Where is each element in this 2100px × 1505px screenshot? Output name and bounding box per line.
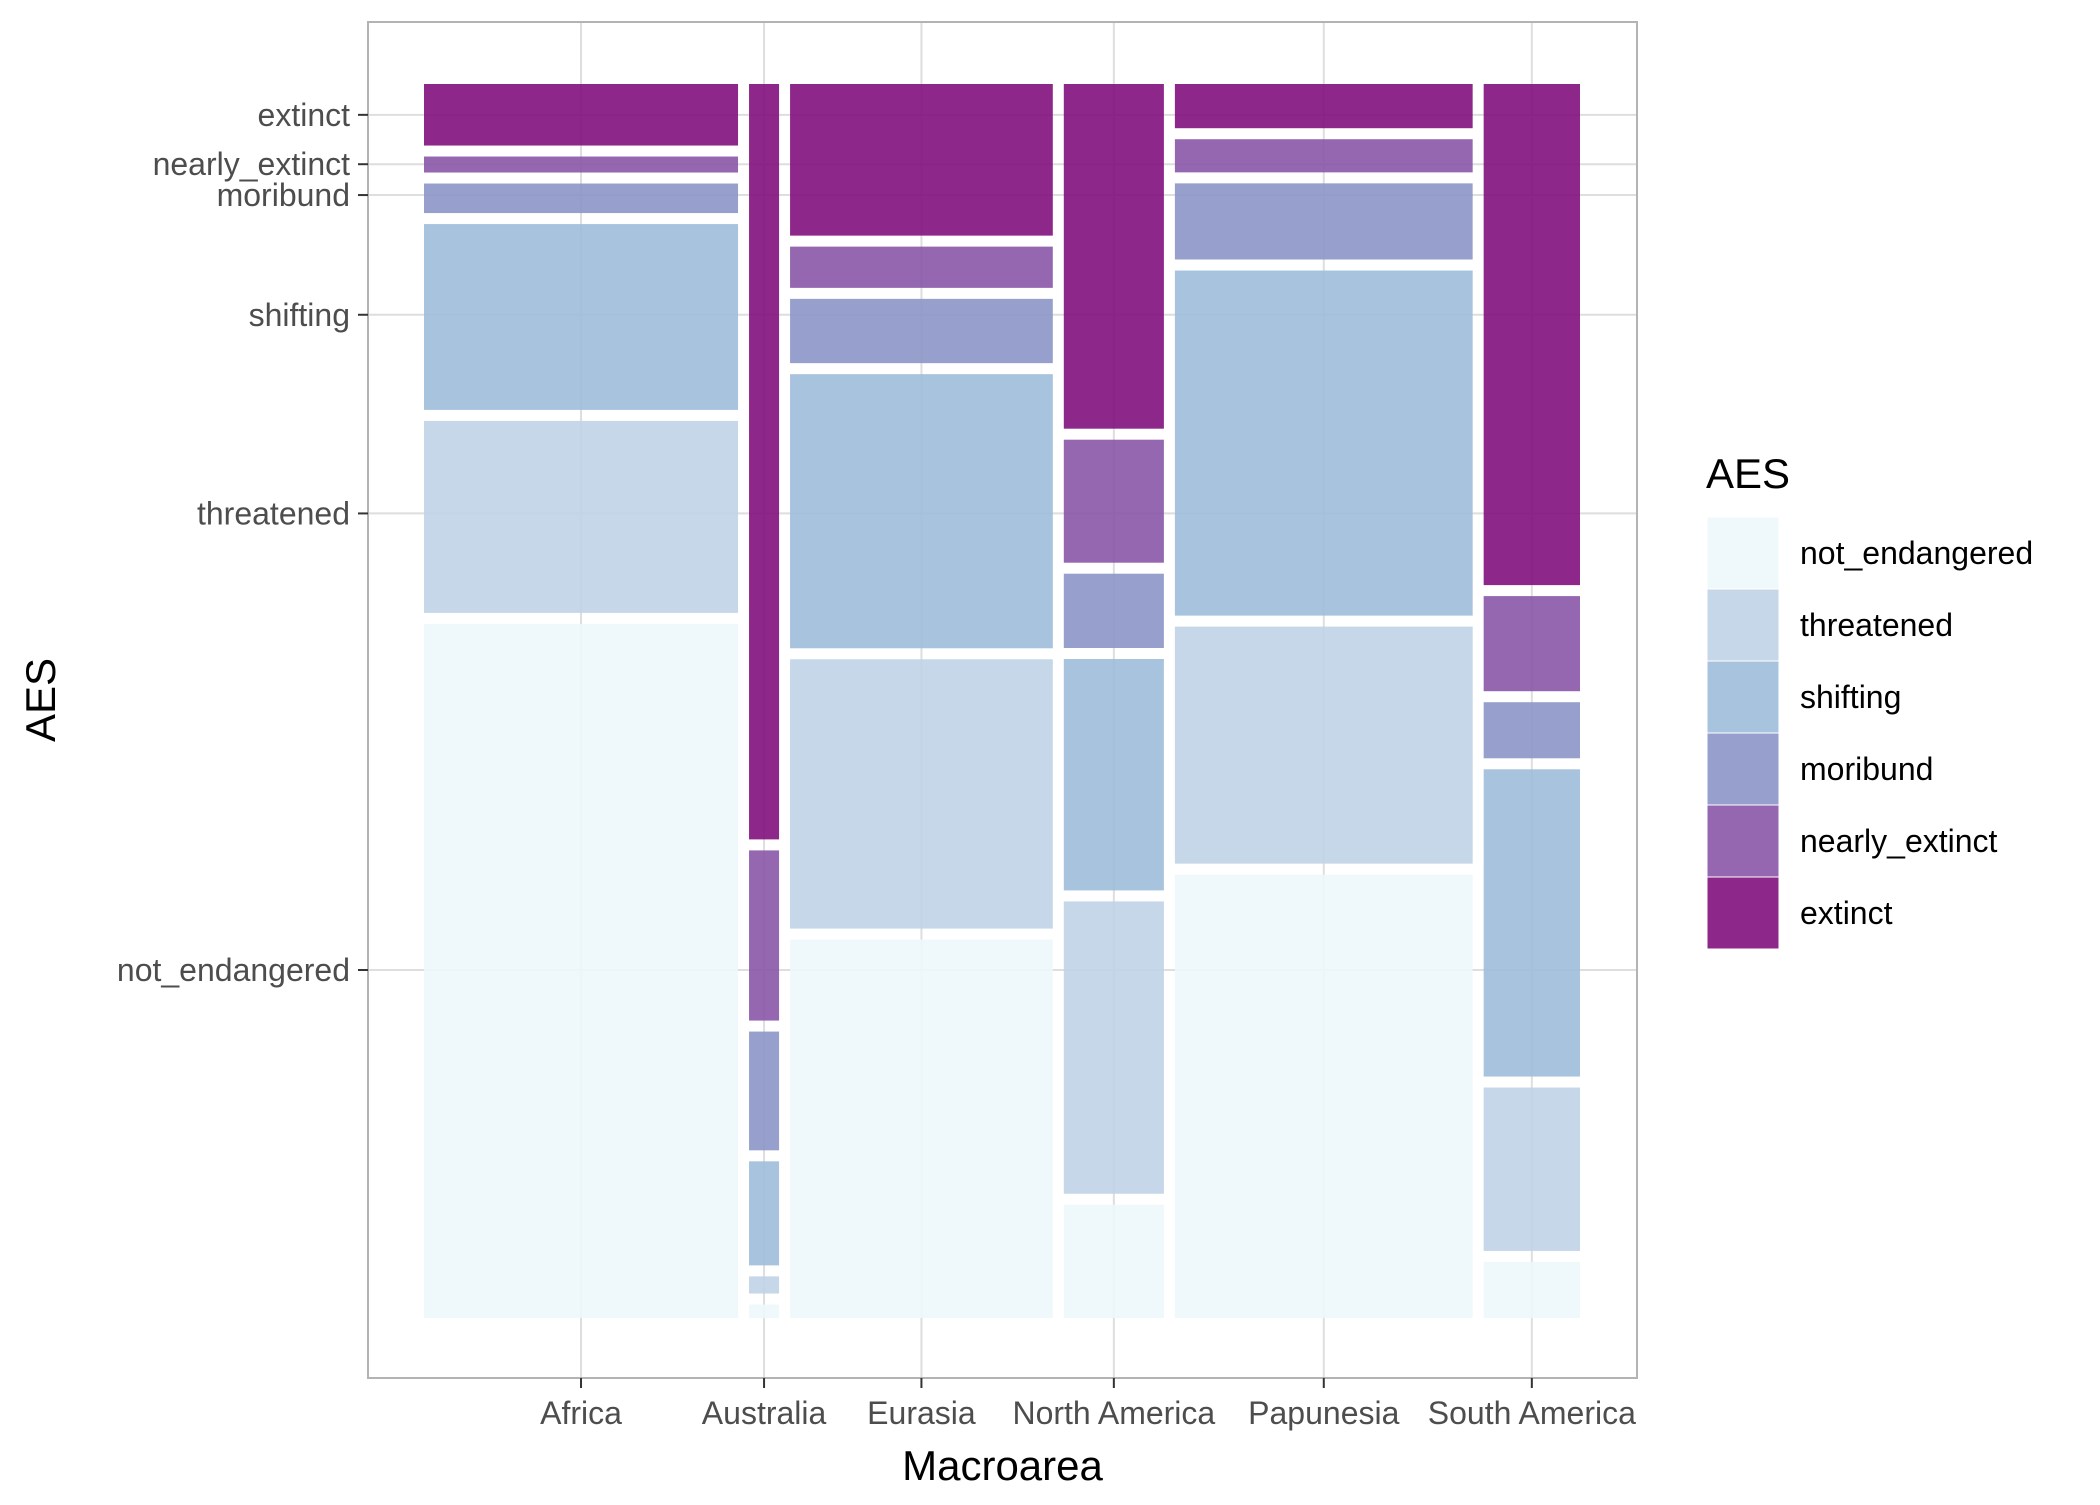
tile-africa-threatened	[424, 420, 739, 613]
mosaic-tiles	[424, 84, 1580, 1318]
tile-africa-not-endangered	[424, 623, 739, 1318]
tile-north-america-nearly-extinct	[1063, 439, 1164, 563]
x-tick-label: Africa	[540, 1395, 622, 1431]
tile-eurasia-not-endangered	[790, 939, 1053, 1318]
tile-eurasia-threatened	[790, 659, 1053, 929]
legend-label: moribund	[1800, 751, 1933, 787]
legend-label: not_endangered	[1800, 535, 2033, 571]
tile-north-america-shifting	[1063, 658, 1164, 891]
panel-border	[367, 21, 1638, 1379]
y-tick-label: nearly_extinct	[153, 146, 351, 182]
tile-south-america-nearly-extinct	[1483, 596, 1580, 692]
tile-africa-extinct	[424, 84, 739, 146]
x-tick-label: Eurasia	[867, 1395, 976, 1431]
y-axis-title: AES	[17, 658, 64, 742]
tile-africa-nearly-extinct	[424, 156, 739, 173]
tile-australia-extinct	[749, 84, 780, 840]
tile-north-america-moribund	[1063, 573, 1164, 648]
tile-australia-shifting	[749, 1161, 780, 1266]
tile-north-america-extinct	[1063, 84, 1164, 429]
tile-south-america-not-endangered	[1483, 1261, 1580, 1318]
tile-papunesia-moribund	[1174, 183, 1473, 260]
tile-africa-shifting	[424, 224, 739, 410]
legend-key-extinct	[1706, 876, 1780, 950]
legend: AES not_endangered threatened shifting mori…	[1706, 450, 2033, 950]
tile-north-america-not-endangered	[1063, 1204, 1164, 1318]
y-tick-label: shifting	[249, 297, 350, 333]
legend-label: shifting	[1800, 679, 1901, 715]
y-tick-label: not_endangered	[117, 952, 350, 988]
legend-key-shifting	[1706, 660, 1780, 734]
y-axis: not_endangered threatened shifting moribund…	[117, 97, 368, 988]
tile-australia-nearly-extinct	[749, 850, 780, 1021]
tile-papunesia-extinct	[1174, 84, 1473, 129]
legend-key-not-endangered	[1706, 516, 1780, 590]
tile-eurasia-nearly-extinct	[790, 246, 1053, 288]
tile-papunesia-nearly-extinct	[1174, 139, 1473, 173]
tile-africa-moribund	[424, 183, 739, 214]
tile-eurasia-moribund	[790, 298, 1053, 364]
y-tick-label: moribund	[217, 177, 350, 213]
tile-australia-moribund	[749, 1031, 780, 1151]
tile-papunesia-not-endangered	[1174, 874, 1473, 1318]
y-tick-label: threatened	[197, 495, 350, 531]
tile-australia-threatened	[749, 1276, 780, 1294]
tile-south-america-moribund	[1483, 702, 1580, 759]
x-tick-label: North America	[1012, 1395, 1215, 1431]
x-tick-label: Papunesia	[1248, 1395, 1399, 1431]
x-axis-title: Macroarea	[902, 1442, 1103, 1489]
tile-papunesia-shifting	[1174, 270, 1473, 616]
legend-label: threatened	[1800, 607, 1953, 643]
x-tick-label: South America	[1428, 1395, 1636, 1431]
legend-key-moribund	[1706, 732, 1780, 806]
legend-label: nearly_extinct	[1800, 823, 1998, 859]
tile-north-america-threatened	[1063, 901, 1164, 1194]
tile-australia-not-endangered	[749, 1304, 780, 1318]
tile-eurasia-shifting	[790, 374, 1053, 649]
tile-south-america-shifting	[1483, 769, 1580, 1077]
x-tick-label: Australia	[702, 1395, 827, 1431]
tile-papunesia-threatened	[1174, 626, 1473, 864]
legend-title: AES	[1706, 450, 1790, 497]
tile-south-america-threatened	[1483, 1087, 1580, 1251]
y-tick-label: extinct	[258, 97, 351, 133]
tile-south-america-extinct	[1483, 84, 1580, 586]
tile-eurasia-extinct	[790, 84, 1053, 236]
legend-key-threatened	[1706, 588, 1780, 662]
x-axis: Africa Australia Eurasia North America Papun…	[540, 1378, 1636, 1431]
legend-label: extinct	[1800, 895, 1893, 931]
legend-key-nearly-extinct	[1706, 804, 1780, 878]
